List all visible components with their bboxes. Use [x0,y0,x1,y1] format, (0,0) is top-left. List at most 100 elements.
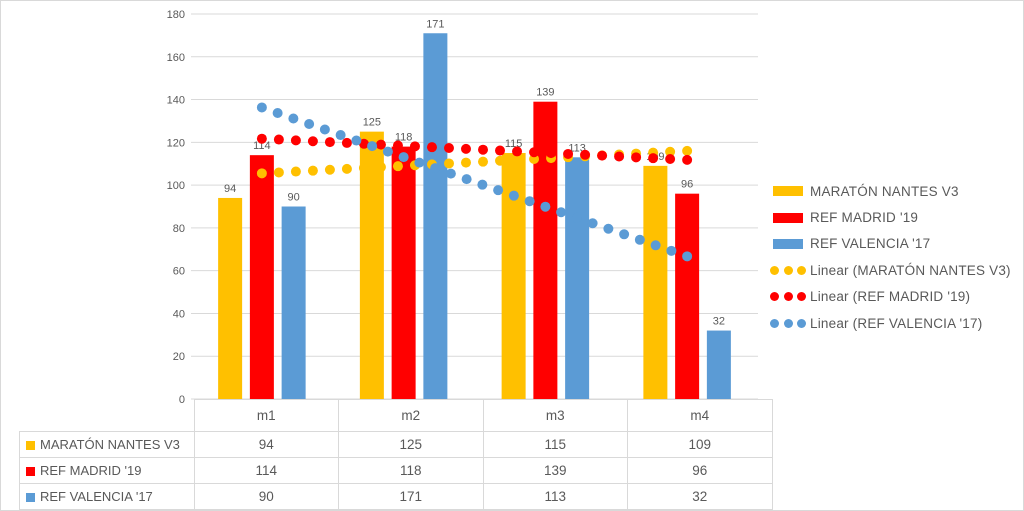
legend-item-linear-ref-madrid-19[interactable]: Linear (REF MADRID '19) [770,284,1011,310]
chart-data-table: m1 m2 m3 m4 MARATÓN NANTES V3 94 125 115 109 REF… [19,399,773,510]
trendline-dot [460,143,471,154]
bar-ref-madrid-19-m3[interactable] [533,101,558,399]
trendline-dot [587,218,598,229]
trendline-dot [443,158,454,169]
trendline-dot [477,179,488,190]
y-axis-tick-label: 100 [167,180,185,192]
bar-data-label: 125 [363,117,381,129]
trendline-dot [682,154,693,165]
trendline-dot [665,146,676,157]
table-value-cell: 114 [193,457,339,484]
trendline-dot [546,148,557,159]
table-row-maraton-nantes-v3: MARATÓN NANTES V3 94 125 115 109 [19,431,773,458]
bar-maraton-nantes-v3-m4[interactable] [643,165,668,399]
trendline-dot [307,136,318,147]
y-axis-tick-label: 60 [173,266,185,278]
legend-item-ref-valencia-17[interactable]: REF VALENCIA '17 [770,231,1011,257]
trendline-dot [351,135,362,146]
legend: MARATÓN NANTES V3 REF MADRID '19 REF VALEN… [770,178,1011,336]
trendline-dot [443,143,454,154]
bar-ref-madrid-19-m1[interactable] [249,155,274,399]
trendline-dot [580,149,591,160]
series-swatch-icon [773,238,803,249]
bar-ref-valencia-17-m4[interactable] [706,330,731,399]
bar-ref-madrid-19-m2[interactable] [391,146,416,399]
bar-data-label: 90 [288,192,300,204]
table-value-cell: 139 [482,457,628,484]
legend-label: Linear (REF MADRID '19) [810,289,971,305]
trendline-dot [398,152,409,163]
bar-ref-valencia-17-m3[interactable] [565,157,590,399]
trendline-dot [445,168,456,179]
trendline-dot [375,139,386,150]
table-value-cell: 109 [627,431,773,458]
trendline-ref-madrid-19[interactable] [256,133,693,165]
trendline-dot [478,144,489,155]
bar-maraton-nantes-v3-m2[interactable] [359,131,384,399]
bar-data-label: 94 [224,183,236,195]
trendline-dot [409,141,420,152]
trendline-dot [493,185,504,196]
trendline-dot [478,156,489,167]
table-value-cell: 96 [627,457,773,484]
trendline-dot [430,163,441,174]
bar-data-label: 114 [253,140,271,152]
table-row-label: REF MADRID '19 [19,457,195,484]
trendline-dot [288,113,299,124]
legend-label: REF VALENCIA '17 [810,236,931,252]
bar-data-label: 32 [713,316,725,328]
trendline-dot [367,141,378,152]
legend-label: MARATÓN NANTES V3 [810,183,959,199]
trendline-dots-icon [770,318,806,328]
trendline-dot [461,174,472,185]
trendline-dot [272,107,283,118]
trendline-dot [341,137,352,148]
trendline-dot [392,140,403,151]
bar-ref-valencia-17-m2[interactable] [423,33,448,399]
trendline-ref-valencia-17[interactable] [256,102,693,262]
legend-item-ref-madrid-19[interactable]: REF MADRID '19 [770,204,1011,230]
legend-item-linear-ref-valencia-17[interactable]: Linear (REF VALENCIA '17) [770,310,1011,336]
trendline-dot [358,162,369,173]
series-swatch-icon [773,212,803,223]
trendline-dot [273,134,284,145]
trendline-dot [614,151,625,162]
bar-maraton-nantes-v3-m1[interactable] [218,197,243,399]
series-swatch-icon [26,493,35,502]
table-value-cell: 32 [627,483,773,510]
trendline-dot [666,245,677,256]
table-value-cell: 94 [193,431,339,458]
y-axis-tick-label: 160 [167,52,185,64]
legend-item-linear-maraton-nantes-v3[interactable]: Linear (MARATÓN NANTES V3) [770,257,1011,283]
table-value-cell: 113 [482,483,628,510]
trendline-dot [426,142,437,153]
bar-data-label: 171 [426,18,444,30]
trendline-dot [648,153,659,164]
trendline-dot [460,157,471,168]
trendline-dot [319,124,330,135]
table-corner-cell [20,400,195,432]
y-axis-tick-label: 40 [173,308,185,320]
trendline-dot [650,240,661,251]
y-axis-tick-label: 140 [167,95,185,107]
table-row-ref-valencia-17: REF VALENCIA '17 90 171 113 32 [19,483,773,510]
legend-item-maraton-nantes-v3[interactable]: MARATÓN NANTES V3 [770,178,1011,204]
bar-ref-madrid-19-m4[interactable] [675,193,700,399]
series-swatch-icon [26,441,35,450]
trendline-dot [512,146,523,157]
trendline-dot [256,133,267,144]
trendline-dot [665,154,676,165]
trendline-dot [571,212,582,223]
bar-maraton-nantes-v3-m3[interactable] [501,153,526,399]
trendline-dot [512,154,523,165]
trendline-dot [358,138,369,149]
trendline-dot [256,168,267,179]
bar-data-label: 118 [395,132,413,144]
trendline-dot [634,234,645,245]
trendline-maraton-nantes-v3[interactable] [256,145,693,179]
series-swatch-icon [26,467,35,476]
y-axis-tick-label: 180 [167,9,185,21]
bar-ref-valencia-17-m1[interactable] [281,206,306,400]
